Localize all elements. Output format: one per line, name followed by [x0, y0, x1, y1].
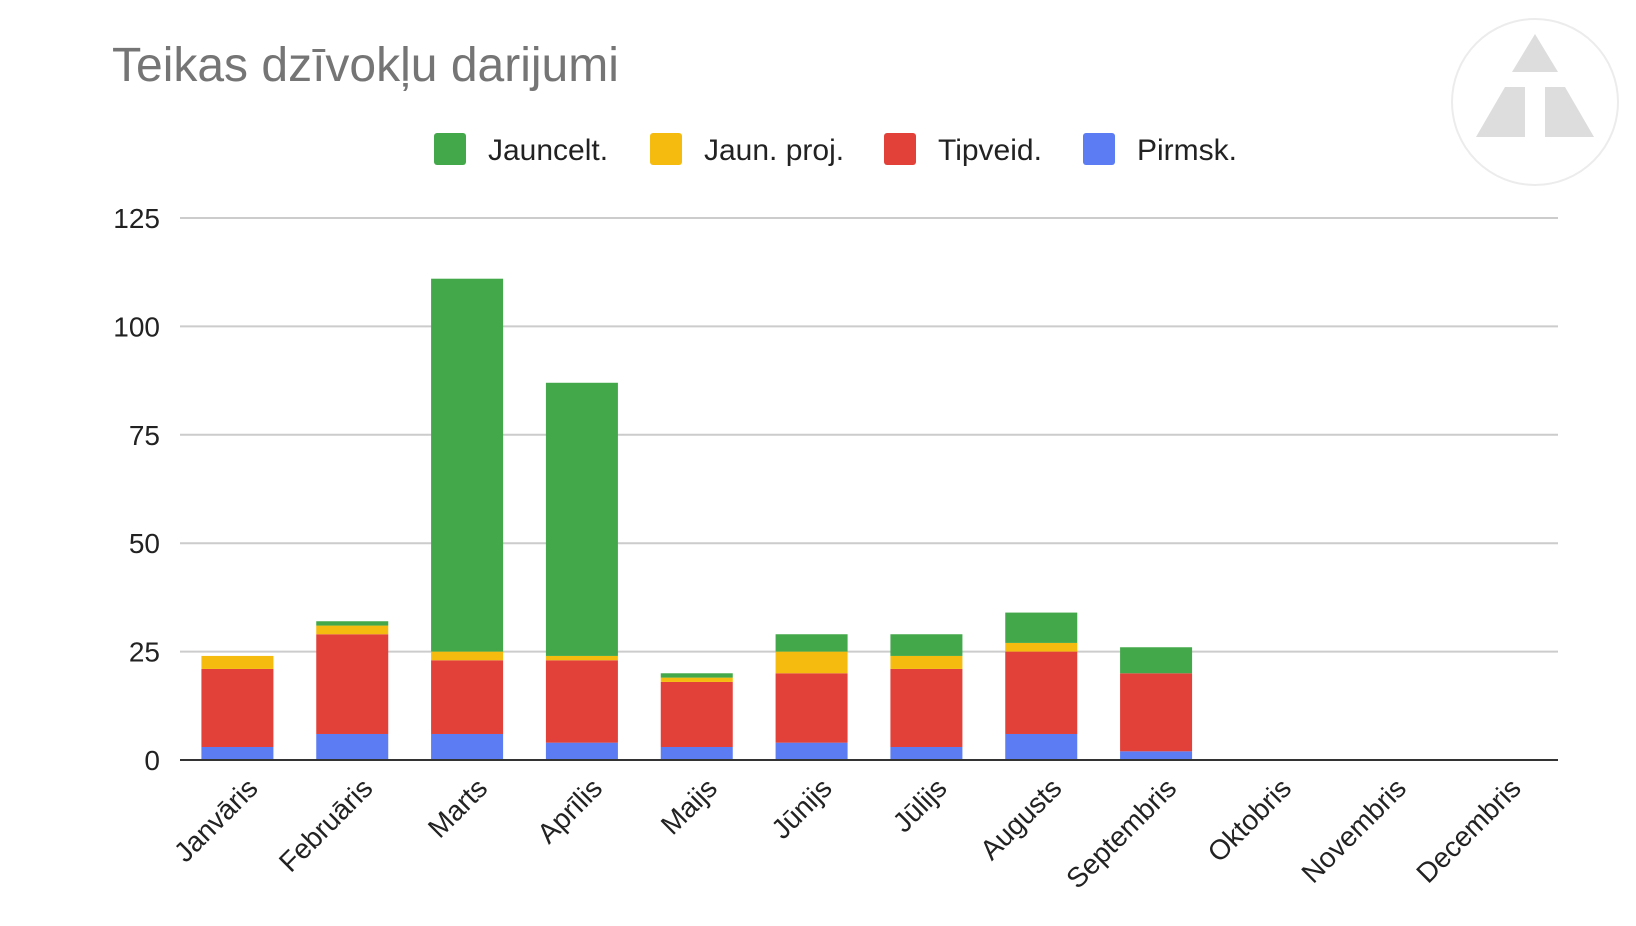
bar-segment	[890, 668, 963, 747]
bar-segment	[201, 655, 274, 669]
bar-segment	[431, 733, 504, 760]
x-tick-label: Janvāris	[168, 772, 264, 868]
bar-segment	[660, 746, 733, 760]
bar-segment	[775, 673, 848, 743]
bar-segment	[1005, 651, 1078, 734]
logo-watermark-icon	[1451, 18, 1619, 186]
legend-label: Pirmsk.	[1137, 134, 1237, 167]
bar-segment	[316, 621, 389, 626]
bar-segment	[431, 651, 504, 661]
bar-segment	[890, 634, 963, 656]
x-tick-label: Aprīlis	[531, 772, 608, 849]
chart-title: Teikas dzīvokļu darijumi	[112, 39, 619, 92]
x-tick-label: Marts	[422, 772, 493, 843]
bar-segment	[545, 382, 618, 656]
bar-segment	[660, 677, 733, 682]
y-tick-label: 100	[113, 311, 160, 342]
legend-label: Jauncelt.	[488, 134, 608, 167]
bar-segment	[431, 660, 504, 734]
bar-segment	[1005, 733, 1078, 760]
y-tick-label: 125	[113, 203, 160, 234]
bar-segment	[1120, 673, 1193, 752]
x-tick-label: Jūlijs	[887, 772, 953, 838]
bar-segment	[545, 655, 618, 661]
bar-segment	[775, 742, 848, 760]
legend-swatch	[650, 133, 682, 165]
legend-label: Jaun. proj.	[704, 134, 844, 167]
x-tick-label: Augusts	[974, 772, 1067, 865]
bar-segment	[660, 681, 733, 747]
bar-segment	[431, 278, 504, 652]
x-tick-label: Maijs	[655, 772, 723, 840]
x-tick-label: Jūnijs	[765, 772, 838, 845]
legend-swatch	[884, 133, 916, 165]
legend-swatch	[1083, 133, 1115, 165]
x-tick-label: Septembris	[1060, 772, 1182, 894]
legend-swatch	[434, 133, 466, 165]
bar-segment	[545, 660, 618, 743]
bar-segment	[316, 634, 389, 734]
bar-segment	[890, 746, 963, 760]
x-tick-label: Februāris	[273, 772, 379, 878]
bar-segment	[1005, 642, 1078, 652]
bar-segment	[1120, 751, 1193, 760]
bar-segment	[1120, 647, 1193, 674]
y-tick-label: 75	[129, 420, 160, 451]
bar-segment	[890, 655, 963, 669]
x-tick-label: Decembris	[1410, 772, 1527, 889]
bar-segment	[316, 733, 389, 760]
bar-segment	[545, 742, 618, 760]
bar-segment	[316, 625, 389, 635]
x-tick-label: Oktobris	[1202, 772, 1298, 868]
bar-segment	[1005, 612, 1078, 643]
legend-label: Tipveid.	[938, 134, 1042, 167]
y-tick-label: 25	[129, 637, 160, 668]
bar-segment	[660, 673, 733, 678]
y-tick-label: 50	[129, 528, 160, 559]
y-tick-label: 0	[144, 745, 160, 776]
bar-segment	[775, 651, 848, 674]
bar-segment	[201, 746, 274, 760]
bar-segment	[775, 634, 848, 652]
bar-segment	[201, 668, 274, 747]
x-tick-label: Novembris	[1295, 772, 1412, 889]
